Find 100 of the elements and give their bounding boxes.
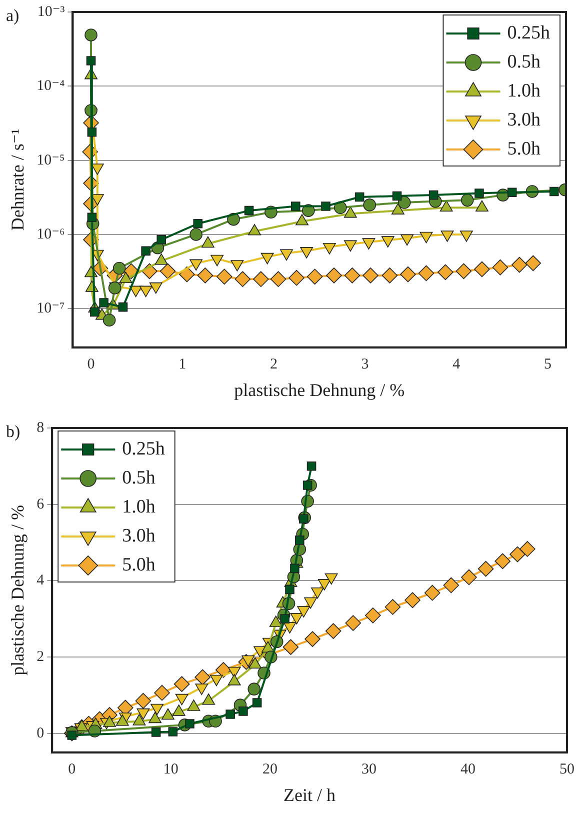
legend-label: 1.0h xyxy=(507,80,541,102)
point xyxy=(87,212,97,222)
point xyxy=(248,682,260,696)
point xyxy=(549,186,559,196)
y-tick-label: 10⁻⁷ xyxy=(36,300,65,317)
x-tick-label: 30 xyxy=(361,761,376,778)
y-tick-label: 10⁻⁶ xyxy=(36,226,65,242)
y-tick-label: 8 xyxy=(36,420,44,436)
chart-title: b) xyxy=(6,422,20,441)
point xyxy=(461,569,477,586)
point xyxy=(168,727,178,736)
point xyxy=(90,307,100,317)
point xyxy=(112,262,126,275)
point xyxy=(288,270,304,286)
point xyxy=(193,218,203,228)
legend-label: 0.5h xyxy=(507,51,541,72)
point xyxy=(141,246,150,256)
point xyxy=(344,268,360,284)
point xyxy=(84,28,98,42)
chart-title: a) xyxy=(6,6,20,25)
point xyxy=(460,194,474,207)
point xyxy=(285,584,294,594)
point xyxy=(474,261,490,278)
point xyxy=(519,541,536,557)
x-tick-label: 50 xyxy=(560,761,574,778)
y-tick-label: 10⁻⁴ xyxy=(36,78,65,94)
point xyxy=(226,710,235,719)
y-axis-title: plastische Dehnung / % xyxy=(8,504,28,676)
point xyxy=(194,669,211,686)
point xyxy=(86,56,96,66)
point xyxy=(400,266,416,282)
x-tick-label: 40 xyxy=(460,761,476,778)
legend-label: 0.25h xyxy=(122,438,166,460)
x-tick-label: 2 xyxy=(270,356,278,372)
point xyxy=(494,553,511,570)
y-tick-label: 10⁻⁵ xyxy=(36,152,65,168)
point xyxy=(282,639,299,655)
point xyxy=(234,271,251,288)
y-tick-label: 4 xyxy=(36,572,45,589)
y-tick-label: 0 xyxy=(36,725,44,742)
legend-label: 0.5h xyxy=(122,467,156,488)
point xyxy=(404,592,420,608)
point xyxy=(428,190,438,200)
point xyxy=(363,198,376,212)
point xyxy=(216,268,232,285)
legend-label: 1.0h xyxy=(122,496,156,518)
point xyxy=(321,202,330,211)
point xyxy=(295,536,304,545)
point xyxy=(438,264,454,280)
legend-label: 3.0h xyxy=(507,109,541,130)
point xyxy=(304,631,320,647)
legend-label: 5.0h xyxy=(122,554,156,576)
point xyxy=(197,268,214,284)
x-tick-label: 3 xyxy=(361,356,369,372)
point xyxy=(443,577,460,594)
point xyxy=(345,615,362,631)
point xyxy=(392,191,402,201)
y-axis-title: Dehnrate / s⁻¹ xyxy=(8,128,28,231)
point xyxy=(99,298,108,308)
point xyxy=(525,255,542,272)
point xyxy=(174,676,190,692)
point xyxy=(325,623,342,639)
y-tick-label: 10⁻³ xyxy=(37,4,66,20)
x-axis-title: plastische Dehnung / % xyxy=(234,380,405,400)
point xyxy=(102,314,116,327)
point xyxy=(290,202,300,211)
point xyxy=(510,546,526,562)
point xyxy=(384,599,401,615)
point xyxy=(362,268,378,284)
point xyxy=(507,188,517,197)
point xyxy=(154,684,170,701)
y-tick-label: 6 xyxy=(36,496,45,512)
x-tick-label: 5 xyxy=(544,356,552,372)
x-tick-label: 20 xyxy=(262,761,278,778)
point xyxy=(151,728,161,737)
y-tick-label: 2 xyxy=(36,648,44,665)
point xyxy=(474,188,484,198)
point xyxy=(424,584,440,601)
x-tick-label: 0 xyxy=(68,761,76,778)
point xyxy=(478,560,494,577)
point xyxy=(326,268,342,284)
point xyxy=(118,302,128,312)
point xyxy=(244,206,254,216)
point xyxy=(290,564,300,574)
point xyxy=(253,271,269,288)
point xyxy=(270,271,286,288)
point xyxy=(156,235,166,244)
point xyxy=(160,263,176,280)
point xyxy=(87,127,97,137)
point xyxy=(365,607,381,624)
point xyxy=(135,692,152,709)
x-tick-label: 10 xyxy=(163,761,178,778)
point xyxy=(238,706,248,716)
point xyxy=(252,698,262,708)
point xyxy=(185,719,194,728)
point xyxy=(398,196,411,209)
x-tick-label: 1 xyxy=(178,356,186,372)
point xyxy=(354,192,364,202)
legend-label: 3.0h xyxy=(122,525,156,546)
x-axis-title: Zeit / h xyxy=(284,784,336,805)
